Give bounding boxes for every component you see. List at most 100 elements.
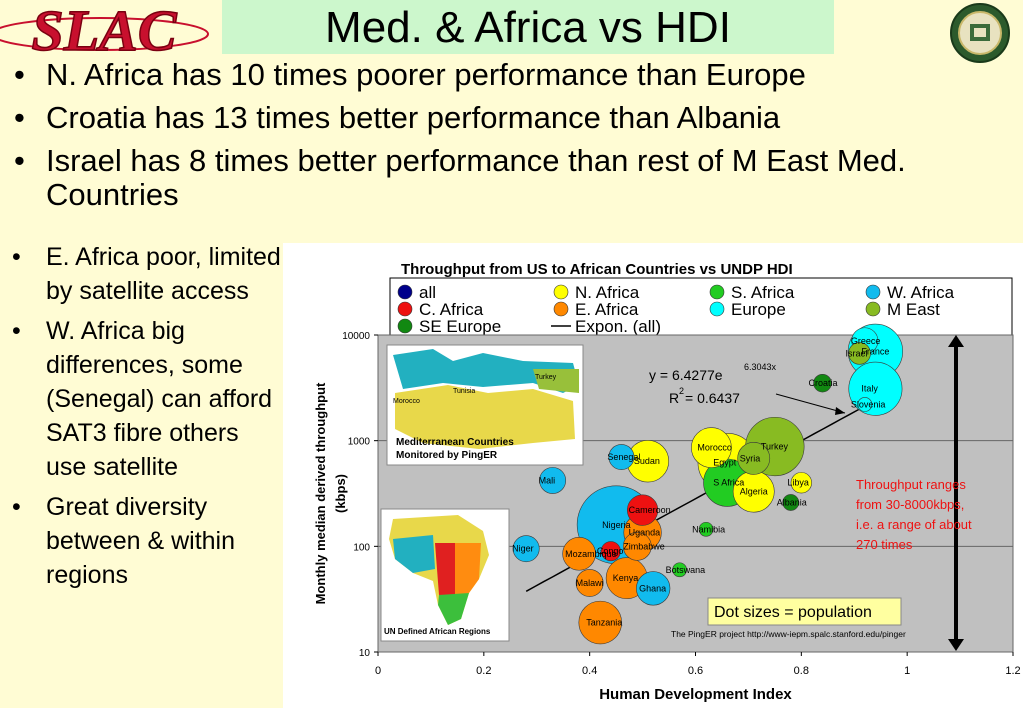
inset-med-turkey: [533, 369, 579, 393]
inset-med-country-label: Tunisia: [453, 388, 475, 395]
side-bullet-list: E. Africa poor, limited by satellite acc…: [0, 240, 282, 598]
legend-marker: [397, 301, 413, 317]
data-point: [636, 571, 671, 606]
data-point-label: Libya: [787, 478, 809, 488]
chart-panel: Throughput from US to African Countries …: [283, 243, 1023, 708]
data-point-label: Mali: [539, 475, 556, 485]
data-point-label: Turkey: [761, 442, 789, 452]
data-point: [600, 541, 621, 562]
seal-icon: [950, 3, 1010, 63]
y-tick-label: 10000: [342, 331, 370, 342]
data-point-label: France: [861, 346, 889, 356]
range-note-line: i.e. a range of about: [856, 517, 972, 532]
data-point: [698, 521, 714, 537]
main-bullet: Israel has 8 times better performance th…: [0, 144, 1010, 212]
data-point-label: Egypt: [713, 458, 737, 468]
legend-marker: [397, 284, 413, 300]
inset-mediterranean-map: Morocco Tunisia Turkey Mediterranean Countr…: [386, 344, 584, 466]
y-axis-unit-label: (kbps): [333, 474, 348, 513]
data-point: [782, 494, 800, 511]
inset-med-europe: [393, 349, 579, 393]
main-bullet-list: N. Africa has 10 times poorer performanc…: [0, 58, 1010, 221]
inset-africa-caption: UN Defined African Regions: [384, 627, 491, 636]
data-point: [691, 427, 732, 468]
data-point-label: Niger: [512, 544, 534, 554]
legend-label: Expon. (all): [575, 317, 661, 336]
data-point-label: Tanzania: [586, 618, 622, 628]
legend-marker: [553, 284, 569, 300]
data-point-label: Slovenia: [851, 399, 886, 409]
data-point-label: Syria: [740, 453, 761, 463]
data-point-label: Israel: [846, 348, 868, 358]
data-point-label: Sudan: [634, 456, 660, 466]
inset-africa-central: [435, 543, 455, 595]
x-axis-label: Human Development Index: [599, 686, 792, 703]
throughput-vs-hdi-chart: Throughput from US to African Countries …: [313, 261, 1021, 703]
data-point: [626, 494, 659, 526]
data-point-label: Nigeria: [602, 520, 631, 530]
inset-africa-map: UN Defined African Regions: [380, 508, 510, 642]
data-point-label: Italy: [861, 384, 878, 394]
r-squared-value: = 0.6437: [685, 390, 740, 406]
legend-label: E. Africa: [575, 300, 639, 319]
x-tick-label: 0.6: [688, 665, 703, 677]
main-bullet: Croatia has 13 times better performance …: [0, 101, 1010, 136]
legend-label: all: [419, 283, 436, 302]
legend-label: M East: [887, 300, 940, 319]
legend-label: SE Europe: [419, 317, 501, 336]
inset-med-caption: Mediterranean Countries: [396, 437, 514, 448]
slac-logo-graphic: SLAC: [0, 0, 209, 64]
legend-marker: [865, 301, 881, 317]
title-box: Med. & Africa vs HDI: [222, 0, 834, 54]
range-arrow-head-down: [948, 639, 964, 651]
data-point-label: Morocco: [697, 443, 732, 453]
legend-label: Europe: [731, 300, 786, 319]
bubbles: Nigeria Egypt Turkey France Italy S Africa Tan…: [512, 323, 904, 645]
equation-pointer-line: [775, 393, 846, 414]
range-note-line: 270 times: [856, 537, 913, 552]
chart-title: Throughput from US to African Countries …: [401, 261, 793, 278]
inset-africa-east: [455, 543, 481, 595]
inset-africa-west: [393, 535, 435, 573]
data-point: [539, 467, 567, 494]
data-point: [813, 373, 832, 393]
legend-marker: [709, 301, 725, 317]
data-point-label: Algeria: [740, 487, 768, 497]
y-axis-label: Monthly median derived throughput: [313, 382, 328, 604]
range-arrow-head-up: [948, 335, 964, 347]
equation-pointer-arrowhead: [835, 407, 845, 415]
x-tick-label: 0.2: [476, 665, 491, 677]
legend-marker: [709, 284, 725, 300]
page-title: Med. & Africa vs HDI: [325, 3, 731, 52]
dot-size-note: Dot sizes = population: [714, 604, 872, 621]
data-point: [672, 562, 687, 578]
slac-logo: SLAC: [0, 0, 215, 64]
dot-size-note-box: [707, 597, 902, 626]
data-point: [575, 569, 604, 597]
data-point-label: Malawi: [576, 578, 604, 588]
legend-marker: [397, 318, 413, 334]
range-note-line: from 30-8000kbps,: [856, 497, 964, 512]
data-point-label: Zimbabwe: [623, 541, 665, 551]
y-tick-label: 100: [353, 542, 370, 553]
data-point: [848, 342, 871, 365]
source-credit: The PingER project http://www-iepm.spalc…: [671, 629, 906, 639]
x-tick-label: 0.8: [794, 665, 809, 677]
data-point-label: Botswana: [666, 565, 706, 575]
inset-med-africa: [395, 385, 575, 449]
chart-legend: all N. Africa S. Africa W. Africa C. Africa E…: [389, 277, 1013, 337]
range-note-line: Throughput ranges: [856, 477, 966, 492]
r-squared-superscript: 2: [679, 386, 684, 396]
slac-logo-text: SLAC: [31, 0, 177, 58]
data-point-label: Greece: [851, 336, 881, 346]
inset-med-caption: Monitored by PingER: [396, 450, 498, 461]
data-point-label: Croatia: [809, 378, 838, 388]
legend-box: [389, 277, 1013, 337]
data-point: [737, 441, 771, 475]
trend-equation: y = 6.4277e: [649, 367, 723, 383]
legend-label: W. Africa: [887, 283, 955, 302]
data-point: [512, 535, 540, 563]
data-point-label: Namibia: [692, 524, 725, 534]
data-point-label: Cameroon: [629, 505, 671, 515]
data-point-label: Mozambique: [565, 549, 617, 559]
